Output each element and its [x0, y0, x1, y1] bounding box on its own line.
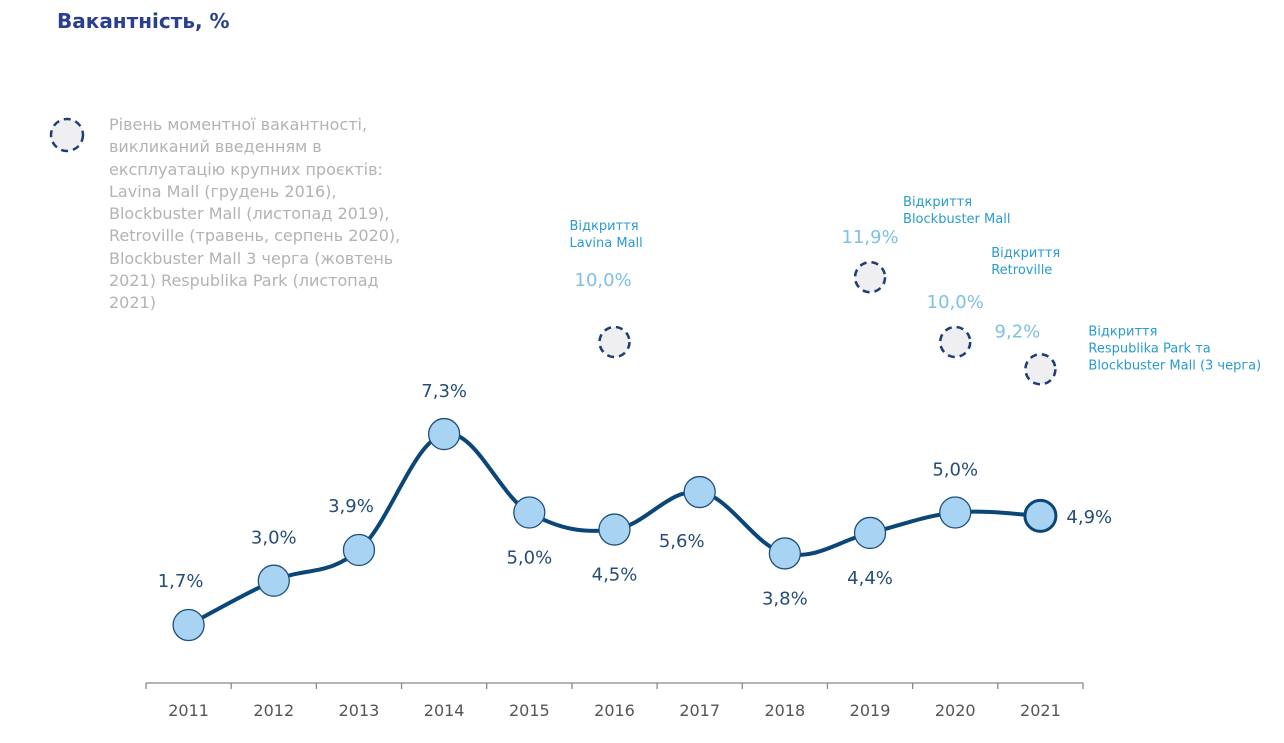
- data-label: 4,5%: [592, 565, 638, 586]
- spike-label: 11,9%: [841, 227, 898, 248]
- annotation-text: Відкриття: [903, 195, 972, 210]
- data-point-marker: [939, 496, 972, 529]
- x-tick-label: 2014: [424, 701, 465, 720]
- x-tick-label: 2012: [253, 701, 294, 720]
- spike-layer: [598, 260, 1057, 386]
- data-point-marker: [342, 533, 376, 567]
- annotation-text: Blockbuster Mall: [903, 212, 1010, 227]
- data-point-marker: [172, 608, 205, 642]
- annotation-text: Відкриття: [570, 219, 639, 234]
- data-point-marker: [598, 513, 631, 546]
- data-label: 3,9%: [328, 496, 374, 517]
- x-tick-label: 2018: [765, 701, 806, 720]
- label-layer: 1,7% 3,0% 3,9% 7,3% 5,0% 4,5% 5,6% 3,8% 4,4% 5,0%…: [158, 195, 1261, 609]
- data-point-marker: [257, 564, 290, 597]
- data-point-marker: [1023, 498, 1058, 533]
- spike-marker: [853, 260, 887, 294]
- x-tick-label: 2015: [509, 701, 550, 720]
- data-point-marker: [853, 516, 887, 550]
- x-tick-label: 2013: [339, 701, 380, 720]
- x-tick-label: 2016: [594, 701, 635, 720]
- x-tick-label: 2011: [168, 701, 209, 720]
- x-tick-label: 2019: [850, 701, 891, 720]
- data-label: 5,6%: [659, 531, 705, 552]
- data-label: 7,3%: [421, 381, 467, 402]
- series-marker-layer: [172, 417, 1058, 642]
- x-tick-label: 2020: [935, 701, 976, 720]
- data-label: 4,4%: [847, 568, 893, 589]
- legend-text: Рівень моментної вакантності, викликаний…: [109, 115, 401, 313]
- x-tick-label: 2017: [679, 701, 720, 720]
- data-label: 3,8%: [762, 588, 808, 609]
- spike-label: 10,0%: [575, 270, 632, 291]
- x-tick-label: 2021: [1020, 701, 1061, 720]
- annotation-text: Відкриття: [991, 246, 1060, 261]
- spike-marker: [1024, 353, 1057, 386]
- chart-title: Вакантність, %: [57, 9, 230, 33]
- annotation-text: Respublika Park та: [1088, 341, 1210, 356]
- annotation-text: Blockbuster Mall (3 черга): [1088, 358, 1261, 373]
- data-label: 3,0%: [251, 528, 297, 549]
- annotation-text: Lavina Mall: [570, 236, 643, 251]
- data-label: 1,7%: [158, 571, 204, 592]
- annotation-text: Відкриття: [1088, 324, 1157, 339]
- spike-label: 9,2%: [995, 321, 1041, 342]
- data-point-marker: [768, 537, 802, 570]
- data-label: 5,0%: [932, 460, 978, 481]
- spike-marker: [938, 325, 972, 359]
- dashed-circle-icon: [49, 117, 85, 153]
- spike-label: 10,0%: [927, 292, 984, 313]
- data-label: 5,0%: [506, 548, 552, 569]
- x-axis: 2011 2012 2013 2014 2015 2016 2017 2018 2019 2020…: [145, 682, 1084, 720]
- data-point-marker: [683, 475, 716, 509]
- data-label: 4,9%: [1066, 507, 1112, 528]
- data-point-marker: [513, 496, 546, 529]
- data-point-marker: [427, 417, 461, 451]
- spike-marker: [598, 325, 631, 359]
- annotation-text: Retroville: [991, 263, 1052, 278]
